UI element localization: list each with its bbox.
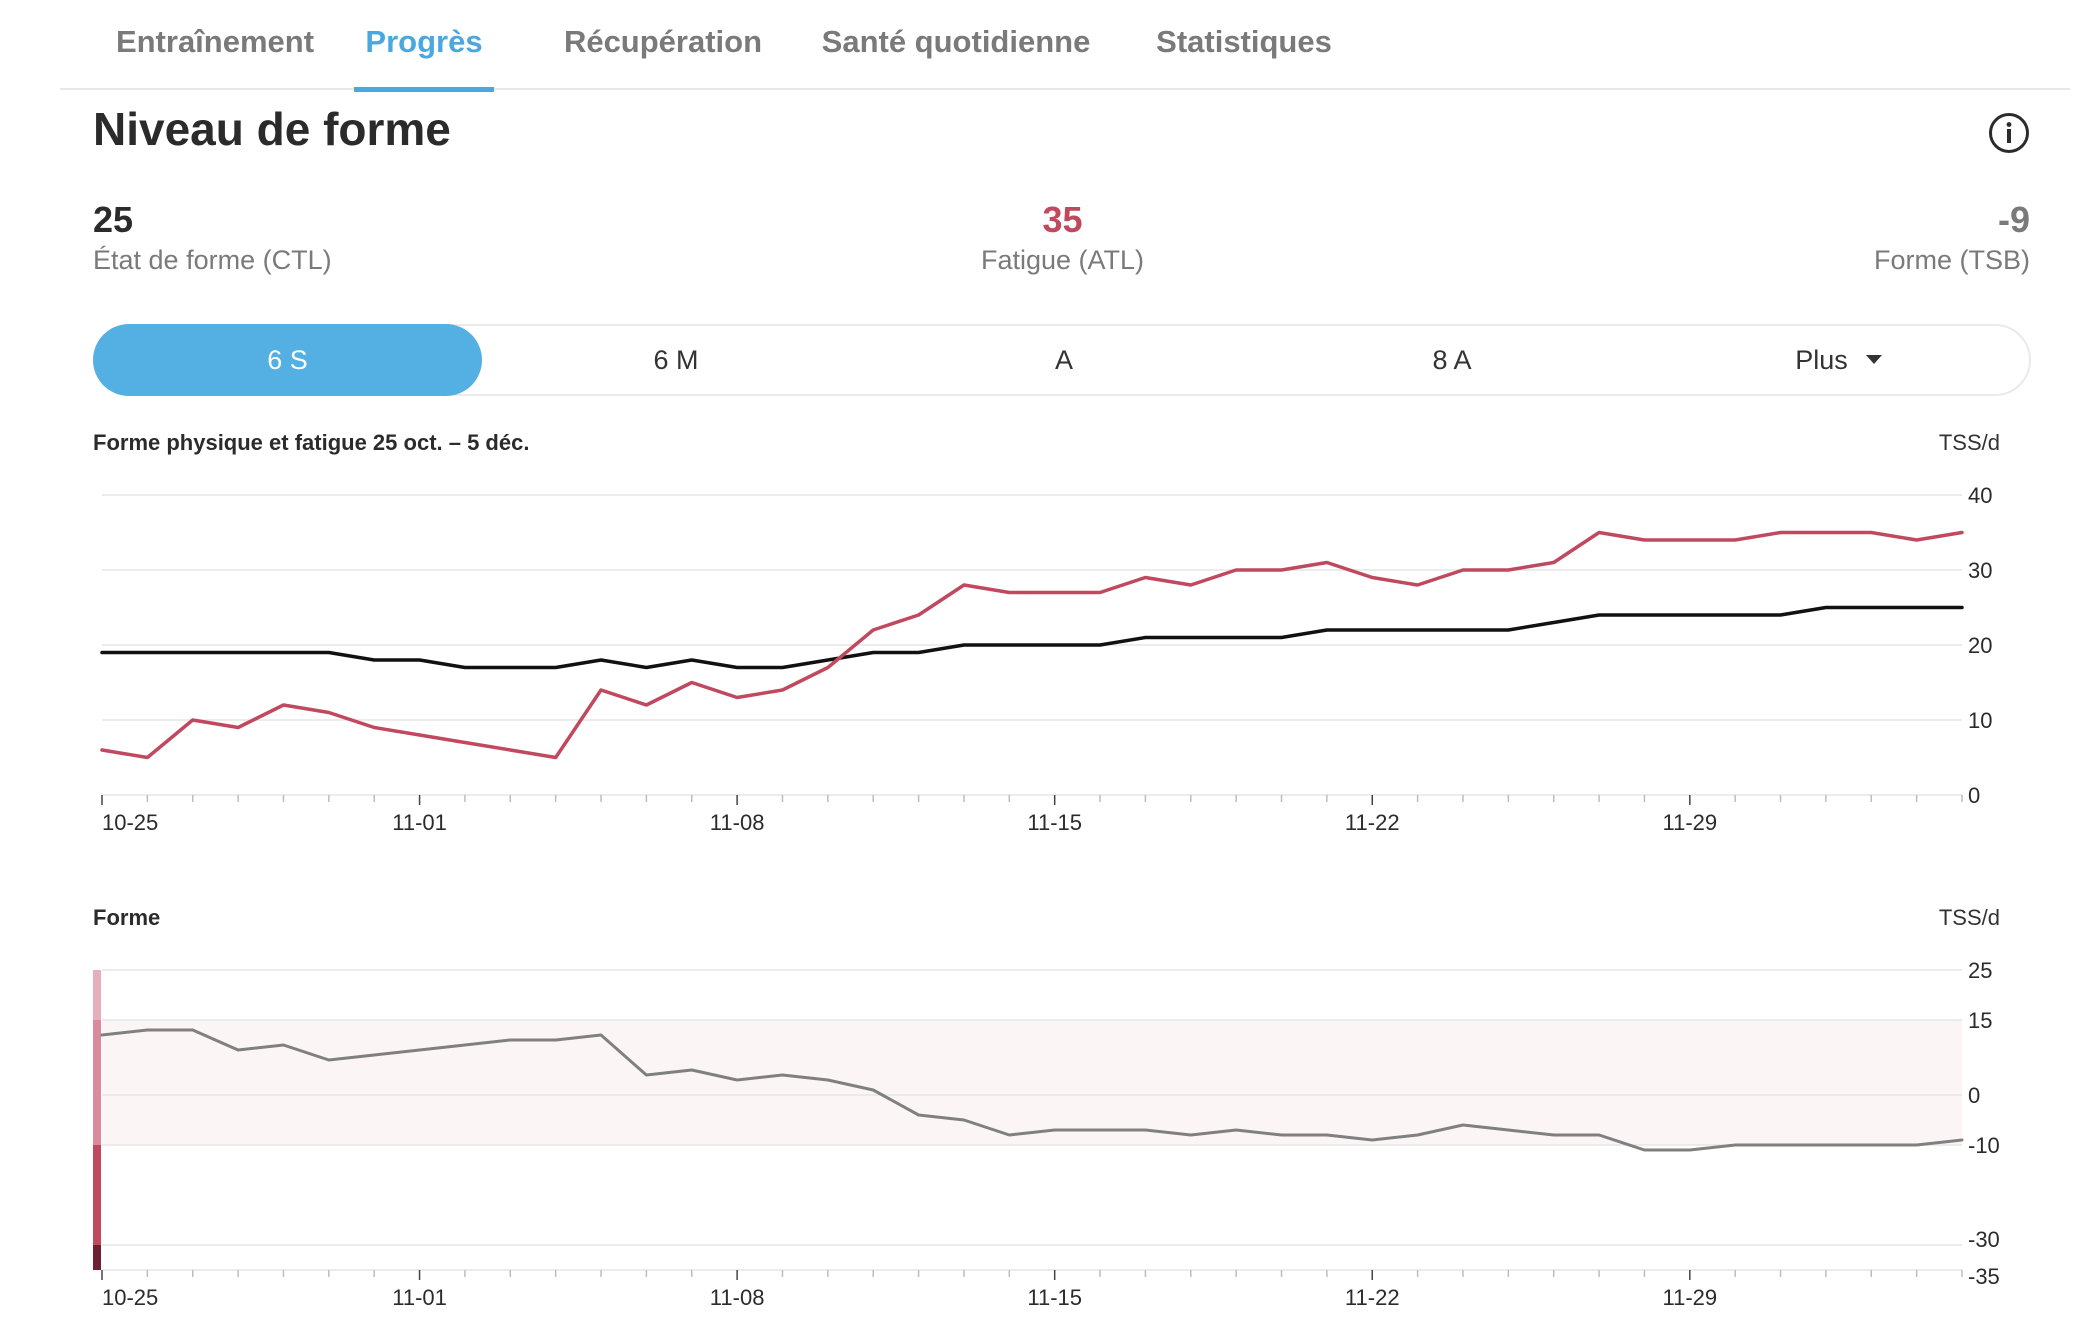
x-tick-label: 11-08 — [710, 1285, 765, 1310]
info-icon[interactable] — [1988, 112, 2030, 154]
x-tick-label: 11-08 — [710, 810, 765, 835]
tab-statistiques[interactable]: Statistiques — [1156, 24, 1332, 59]
page-title: Niveau de forme — [93, 103, 451, 155]
y-tick-label: 40 — [1968, 483, 1992, 508]
y-tick-label: -35 — [1968, 1264, 2000, 1289]
tab-bar: Entraînement Progrès Récupération Santé … — [60, 0, 2070, 92]
range-selector: 6 S 6 M A 8 A Plus — [93, 324, 2031, 396]
y-tick-label: 25 — [1968, 958, 1992, 983]
chart-fitness-fatigue: 0 10 20 30 40 10-25 11-01 11-08 11-15 11-22 11-29 — [100, 483, 1992, 835]
atl-value: 35 — [1042, 199, 1083, 240]
tsb-value: -9 — [1997, 199, 2030, 240]
range-option-8a[interactable]: 8 A — [1432, 345, 1472, 375]
y-tick-label: -10 — [1968, 1133, 2000, 1158]
tab-recuperation[interactable]: Récupération — [563, 24, 763, 59]
x-tick-label: 11-01 — [392, 1285, 447, 1310]
tsb-label: Forme (TSB) — [1873, 245, 2030, 275]
x-tick-label: 11-15 — [1027, 1285, 1082, 1310]
x-tick-label: 11-22 — [1345, 810, 1400, 835]
series-line-1 — [100, 530, 1964, 760]
form-zone-strip-0 — [93, 970, 101, 1020]
metric-atl: 35 Fatigue (ATL) — [900, 198, 1225, 278]
tab-progres[interactable]: Progrès — [354, 0, 494, 92]
chart-form-title: Forme — [93, 905, 161, 930]
chart-fitness-fatigue-unit: TSS/d — [1938, 430, 2000, 455]
y-tick-label: 10 — [1968, 708, 1992, 733]
ctl-label: État de forme (CTL) — [93, 245, 332, 275]
metric-tsb: -9 Forme (TSB) — [1874, 198, 2030, 278]
x-tick-label: 11-15 — [1027, 810, 1082, 835]
tab-sante-quotidienne[interactable]: Santé quotidienne — [821, 24, 1091, 59]
atl-label: Fatigue (ATL) — [980, 245, 1145, 275]
series-line-0 — [100, 605, 1964, 670]
y-tick-label: 20 — [1968, 633, 1992, 658]
form-zone-band — [102, 1020, 1962, 1145]
x-tick-label: 11-29 — [1662, 1285, 1717, 1310]
y-tick-label: 15 — [1968, 1008, 1992, 1033]
form-zone-strip-3 — [93, 1245, 101, 1270]
y-tick-label: -30 — [1968, 1227, 2000, 1252]
x-tick-label: 11-01 — [392, 810, 447, 835]
range-option-plus[interactable]: Plus — [1646, 324, 2031, 396]
ctl-value: 25 — [93, 199, 134, 240]
form-zone-strip-2 — [93, 1145, 101, 1245]
y-tick-label: 0 — [1968, 783, 1980, 808]
y-tick-label: 0 — [1968, 1083, 1980, 1108]
x-tick-label: 10-25 — [102, 1285, 158, 1310]
x-tick-label: 10-25 — [102, 810, 158, 835]
series-line-0 — [100, 1028, 1964, 1152]
form-zone-strip-1 — [93, 1020, 101, 1145]
tab-entrainement[interactable]: Entraînement — [115, 24, 315, 59]
chart-form: 25 15 0 -10 -30 -35 10-25 11-01 11-08 11-15 11-22 1… — [93, 958, 2000, 1310]
y-tick-label: 30 — [1968, 558, 1992, 583]
range-option-6s[interactable]: 6 S — [93, 324, 482, 396]
x-tick-label: 11-22 — [1345, 1285, 1400, 1310]
range-option-a[interactable]: A — [1054, 345, 1073, 375]
x-tick-label: 11-29 — [1662, 810, 1717, 835]
range-option-plus-label: Plus — [1795, 345, 1848, 375]
metric-ctl: 25 État de forme (CTL) — [93, 198, 332, 278]
range-option-6m[interactable]: 6 M — [653, 345, 699, 375]
chart-form-unit: TSS/d — [1938, 905, 2000, 930]
caret-down-icon — [1865, 355, 1882, 365]
chart-fitness-fatigue-title: Forme physique et fatigue 25 oct. – 5 dé… — [93, 430, 530, 455]
